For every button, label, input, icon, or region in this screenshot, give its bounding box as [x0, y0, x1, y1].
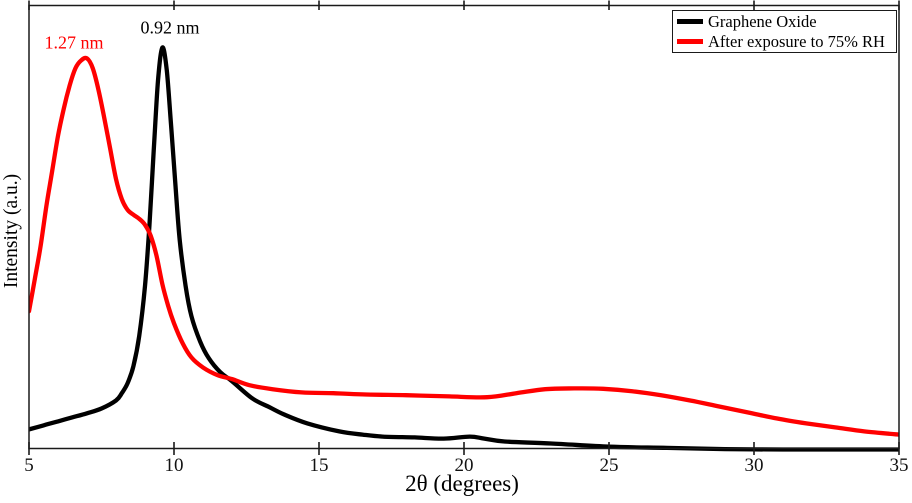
y-axis-label: Intensity (a.u.) [1, 173, 22, 289]
x-tick-marks [28, 0, 900, 455]
legend-label: After exposure to 75% RH [708, 32, 885, 51]
legend-item-graphene-oxide: Graphene Oxide [677, 12, 894, 31]
legend-line-swatch-red [677, 39, 703, 44]
x-tick-label: 10 [164, 455, 184, 476]
x-axis-label: 2θ (degrees) [405, 471, 519, 496]
x-tick-label: 20 [454, 455, 474, 476]
series-line-after-exposure [29, 55, 899, 437]
legend: Graphene Oxide After exposure to 75% RH [672, 10, 897, 53]
legend-line-swatch-black [677, 19, 703, 24]
x-tick-label: 35 [889, 455, 909, 476]
series-line-graphene-oxide [29, 45, 899, 452]
x-tick-label: 5 [24, 455, 34, 476]
peak-annotation-092nm: 0.92 nm [140, 17, 200, 38]
x-tick-label: 30 [744, 455, 764, 476]
x-tick-label: 15 [309, 455, 329, 476]
legend-item-after-exposure: After exposure to 75% RH [677, 32, 894, 51]
legend-label: Graphene Oxide [708, 12, 817, 31]
x-tick-label: 25 [599, 455, 619, 476]
peak-annotation-127nm: 1.27 nm [44, 32, 104, 53]
